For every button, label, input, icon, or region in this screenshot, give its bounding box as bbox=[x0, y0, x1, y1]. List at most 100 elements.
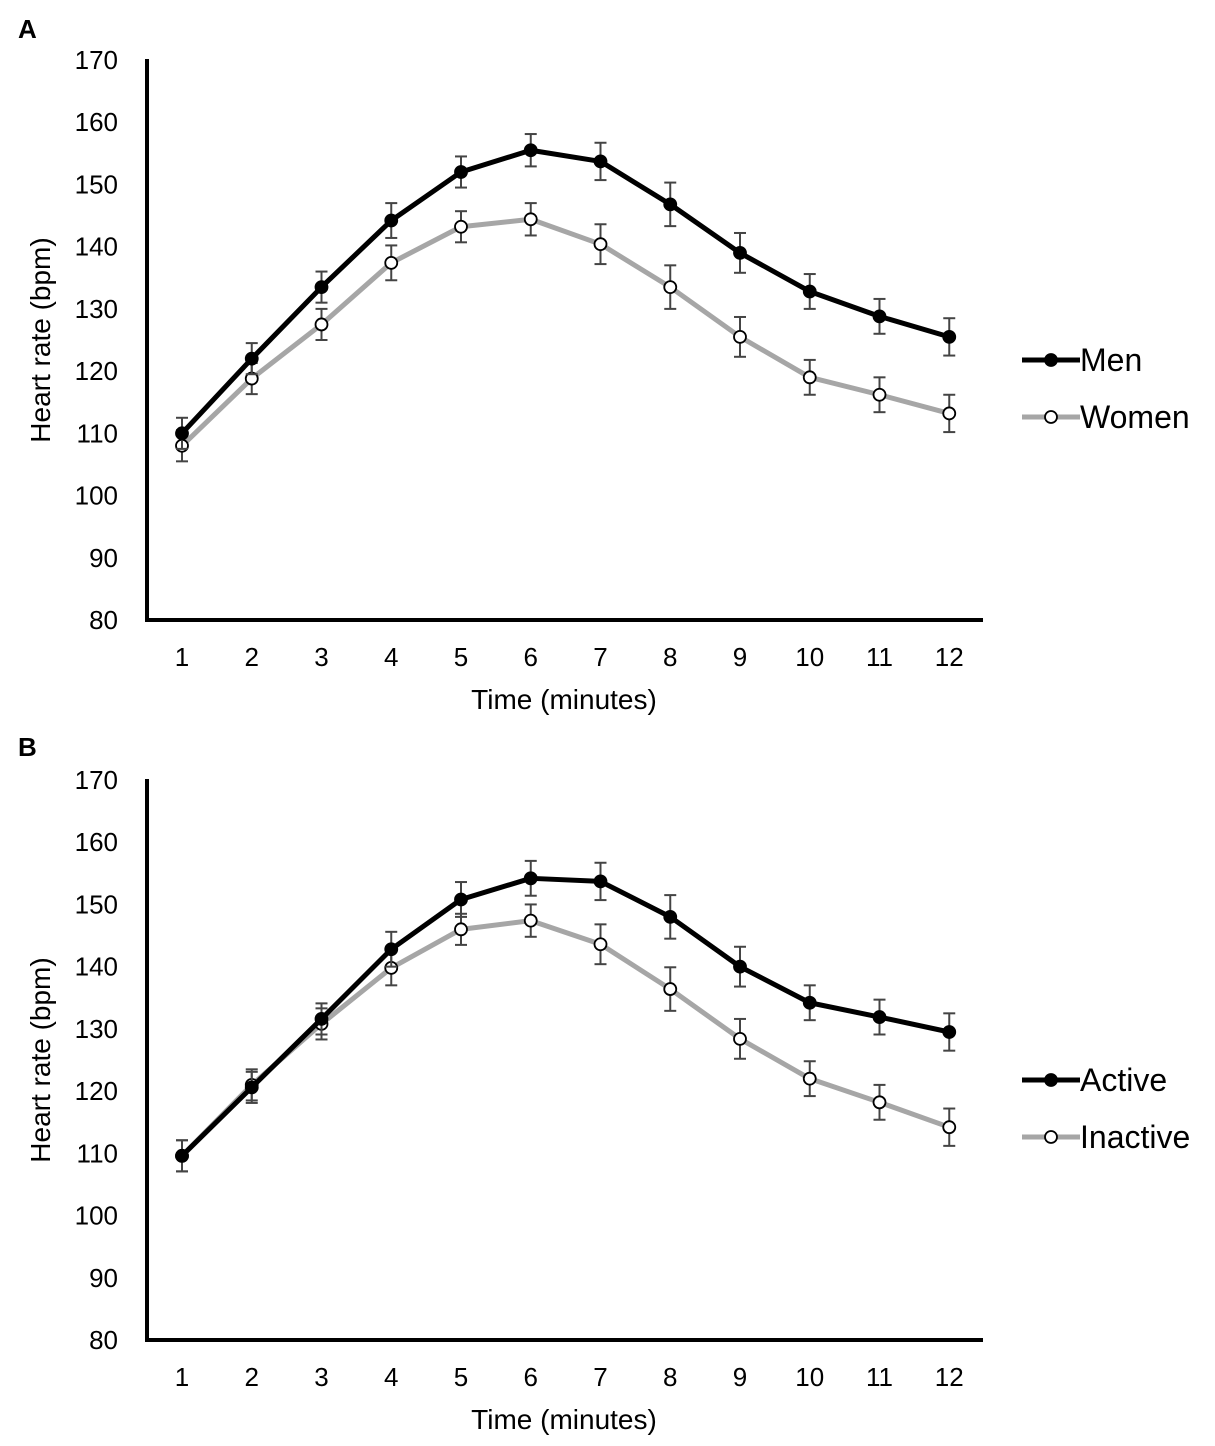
x-tick-label: 2 bbox=[245, 642, 259, 672]
x-tick-label: 1 bbox=[175, 642, 189, 672]
data-point bbox=[593, 154, 608, 169]
data-point bbox=[942, 406, 957, 421]
series-line bbox=[180, 918, 951, 1158]
x-tick-label: 12 bbox=[935, 642, 964, 672]
series-women bbox=[175, 202, 957, 463]
y-tick-label: 140 bbox=[75, 952, 118, 982]
data-point bbox=[454, 892, 468, 907]
series-active bbox=[175, 859, 957, 1173]
x-tick-label: 1 bbox=[175, 1362, 189, 1392]
data-point bbox=[314, 1012, 329, 1026]
y-tick-label: 110 bbox=[77, 418, 118, 448]
data-point bbox=[942, 1025, 957, 1039]
data-point bbox=[733, 1031, 747, 1046]
data-point bbox=[454, 922, 468, 937]
data-point bbox=[523, 913, 538, 928]
data-point bbox=[663, 982, 678, 996]
x-tick-label: 5 bbox=[454, 642, 468, 672]
data-point bbox=[733, 245, 747, 260]
y-tick-label: 170 bbox=[75, 45, 118, 75]
data-point bbox=[872, 387, 887, 402]
series-line bbox=[180, 216, 950, 448]
x-tick-label: 5 bbox=[454, 1362, 468, 1392]
y-tick-label: 100 bbox=[75, 481, 118, 511]
y-tick-label: 80 bbox=[89, 605, 118, 635]
data-point bbox=[523, 212, 538, 227]
x-tick-label: 6 bbox=[524, 642, 538, 672]
data-point bbox=[802, 995, 817, 1010]
y-tick-label: 130 bbox=[75, 1014, 118, 1044]
y-tick-label: 120 bbox=[75, 1076, 118, 1106]
panel-label: B bbox=[18, 732, 37, 762]
legend-label: Active bbox=[1080, 1062, 1167, 1098]
x-tick-label: 12 bbox=[935, 1362, 964, 1392]
series-line bbox=[180, 147, 950, 436]
y-tick-label: 160 bbox=[75, 107, 118, 137]
y-tick-label: 140 bbox=[75, 232, 118, 262]
data-point bbox=[523, 143, 538, 158]
y-tick-label: 150 bbox=[75, 889, 118, 919]
y-tick-label: 80 bbox=[89, 1325, 118, 1355]
data-point bbox=[802, 1071, 817, 1086]
x-tick-label: 6 bbox=[524, 1362, 538, 1392]
x-tick-label: 10 bbox=[795, 642, 824, 672]
panel-label: A bbox=[18, 14, 37, 44]
x-tick-label: 9 bbox=[733, 1362, 747, 1392]
data-point bbox=[872, 309, 887, 324]
data-point bbox=[663, 280, 678, 295]
data-point bbox=[384, 942, 399, 957]
data-point bbox=[593, 874, 608, 889]
data-point bbox=[872, 1010, 887, 1024]
data-point bbox=[175, 426, 189, 441]
data-point bbox=[942, 329, 957, 344]
x-tick-label: 7 bbox=[593, 642, 607, 672]
series-inactive bbox=[175, 903, 957, 1173]
data-point bbox=[314, 280, 329, 295]
x-tick-label: 8 bbox=[663, 642, 677, 672]
data-point bbox=[942, 1120, 957, 1135]
data-point bbox=[802, 284, 817, 299]
data-point bbox=[802, 370, 817, 385]
x-axis-title: Time (minutes) bbox=[471, 684, 657, 715]
data-point bbox=[244, 1080, 259, 1095]
x-tick-label: 2 bbox=[245, 1362, 259, 1392]
y-tick-label: 90 bbox=[89, 1263, 118, 1293]
legend-marker bbox=[1044, 1073, 1058, 1087]
x-tick-label: 4 bbox=[384, 1362, 398, 1392]
data-point bbox=[454, 165, 468, 179]
data-point bbox=[244, 351, 259, 366]
data-point bbox=[733, 329, 747, 344]
y-tick-label: 90 bbox=[89, 543, 118, 573]
data-point bbox=[593, 937, 608, 952]
data-point bbox=[523, 871, 538, 886]
x-tick-label: 7 bbox=[593, 1362, 607, 1392]
y-tick-label: 110 bbox=[77, 1138, 118, 1168]
data-point bbox=[384, 255, 399, 270]
legend-label: Inactive bbox=[1080, 1119, 1190, 1155]
data-point bbox=[454, 219, 468, 234]
legend-marker bbox=[1044, 410, 1058, 424]
data-point bbox=[872, 1095, 887, 1110]
x-tick-label: 4 bbox=[384, 642, 398, 672]
series-men bbox=[175, 133, 957, 450]
series-line bbox=[180, 875, 950, 1158]
x-tick-label: 9 bbox=[733, 642, 747, 672]
x-tick-label: 11 bbox=[866, 642, 893, 672]
data-point bbox=[314, 317, 329, 332]
legend: Men Women bbox=[1022, 342, 1190, 435]
legend-label: Women bbox=[1080, 399, 1190, 435]
legend-marker bbox=[1044, 1130, 1058, 1144]
legend-marker bbox=[1044, 353, 1058, 367]
y-tick-label: 160 bbox=[75, 827, 118, 857]
y-tick-label: 170 bbox=[75, 765, 118, 795]
x-tick-label: 3 bbox=[314, 1362, 328, 1392]
y-axis-title: Heart rate (bpm) bbox=[25, 237, 56, 442]
data-point bbox=[384, 213, 399, 228]
data-point bbox=[733, 959, 747, 974]
data-point bbox=[175, 1148, 189, 1163]
legend: Active Inactive bbox=[1022, 1062, 1190, 1155]
y-tick-label: 150 bbox=[75, 169, 118, 199]
